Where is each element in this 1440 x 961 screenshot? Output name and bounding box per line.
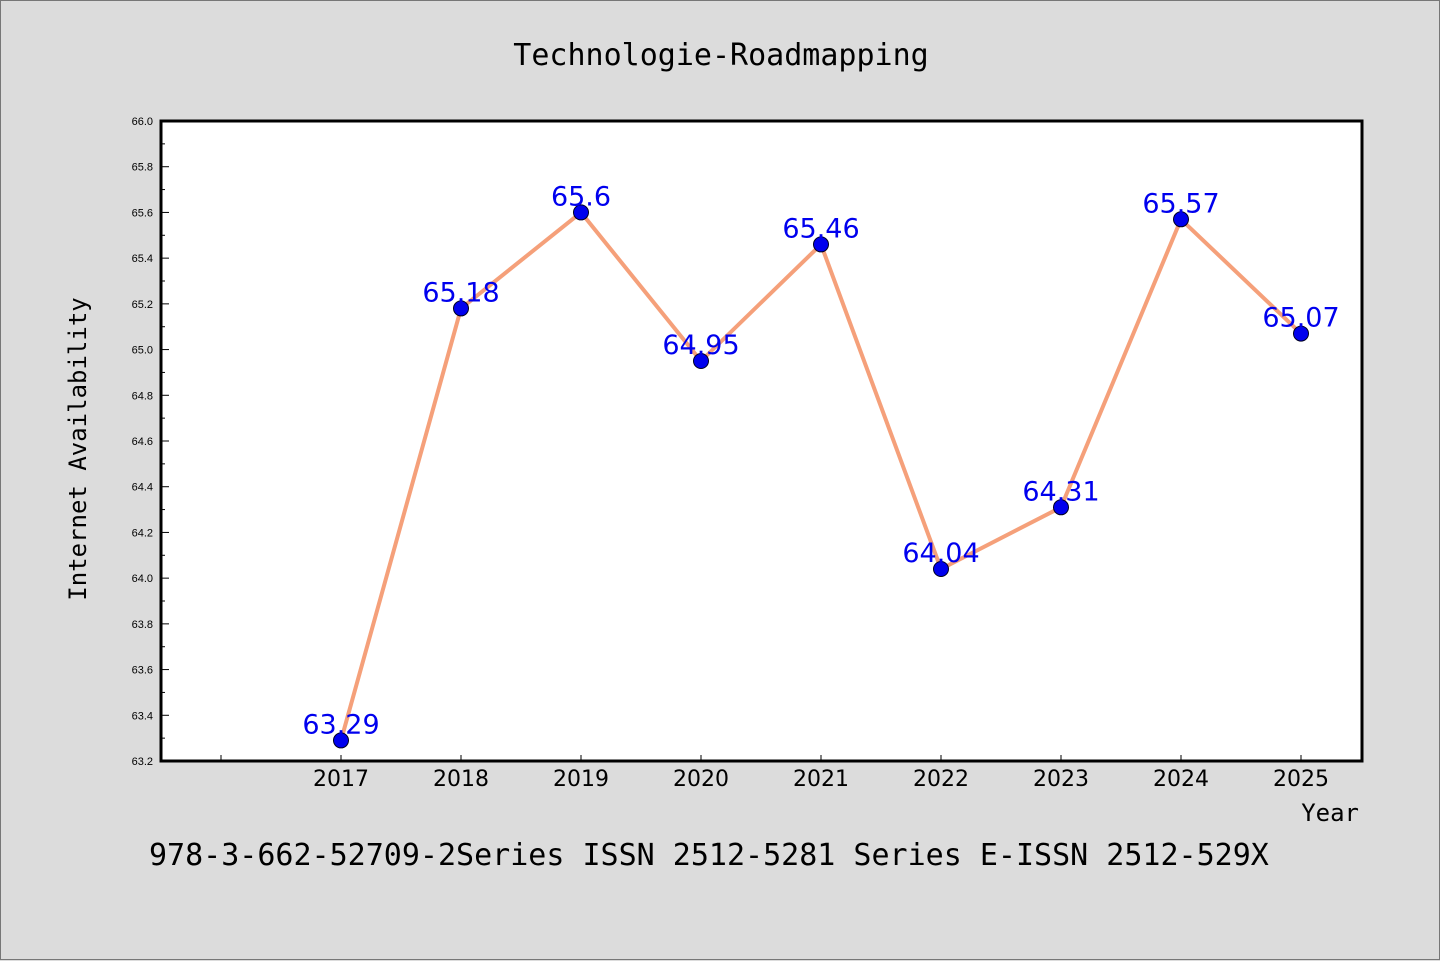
- data-label: 65.6: [551, 181, 611, 212]
- y-tick-label: 63.4: [132, 710, 153, 722]
- data-point: [1053, 499, 1069, 516]
- y-tick-label: 63.6: [132, 665, 153, 677]
- x-tick-label: 2021: [793, 767, 849, 792]
- y-axis-label: Internet Availability: [64, 297, 92, 600]
- y-tick-label: 64.6: [132, 436, 153, 448]
- x-tick-label: 2024: [1153, 767, 1209, 792]
- footer-text: 978-3-662-52709-2Series ISSN 2512-5281 S…: [149, 838, 1269, 873]
- data-label: 64.04: [902, 538, 979, 569]
- data-label: 65.18: [422, 277, 499, 308]
- data-point: [693, 353, 709, 369]
- y-tick-label: 64.4: [132, 482, 153, 494]
- y-tick-label: 63.8: [132, 619, 153, 631]
- y-tick-label: 65.4: [132, 253, 153, 265]
- data-label: 64.95: [662, 330, 739, 361]
- data-label: 65.07: [1262, 303, 1339, 334]
- x-tick-label: 2025: [1273, 767, 1329, 792]
- x-tick-label: 2020: [673, 767, 729, 792]
- data-point: [573, 204, 589, 221]
- y-tick-label: 64.0: [132, 573, 153, 585]
- data-point: [1173, 211, 1189, 228]
- data-label: 65.46: [782, 213, 859, 244]
- data-labels: 63.29 65.18 65.6 64.95 65.46 64.04 64.31 65.57 6…: [302, 181, 1339, 740]
- y-tick-label: 65.6: [132, 207, 153, 219]
- plot-area: [159, 119, 1364, 763]
- data-label: 65.57: [1142, 188, 1219, 219]
- x-tick-label: 2023: [1033, 767, 1089, 792]
- data-label: 63.29: [302, 709, 379, 740]
- x-tick-label: 2017: [313, 767, 369, 792]
- y-tick-label: 63.2: [132, 756, 153, 768]
- y-tick-label: 65.2: [132, 299, 153, 311]
- data-point: [1293, 325, 1309, 342]
- y-tick-label: 65.0: [132, 345, 153, 357]
- y-tick-label: 65.8: [132, 162, 153, 174]
- data-label: 64.31: [1022, 476, 1099, 507]
- y-tick-label: 64.8: [132, 390, 153, 402]
- data-point: [933, 561, 949, 577]
- x-tick-label: 2018: [433, 767, 489, 792]
- series-group: [333, 204, 1309, 749]
- x-tick-label: 2019: [553, 767, 609, 792]
- x-tick-label: 2022: [913, 767, 969, 792]
- x-axis-label: Year: [1301, 799, 1359, 827]
- y-axis: 63.2 63.4 63.6 63.8 64.0 64.2 64.4 64.6 64.8 65.0…: [132, 116, 169, 768]
- chart-title: Technologie-Roadmapping: [513, 38, 928, 73]
- x-axis: 2017 2018 2019 2020 2021 2022 2023 2024 2025: [220, 755, 1329, 792]
- y-tick-label: 66.0: [132, 116, 153, 128]
- data-point: [813, 236, 829, 253]
- y-tick-label: 64.2: [132, 527, 153, 539]
- data-point: [453, 300, 469, 317]
- data-point: [333, 732, 349, 749]
